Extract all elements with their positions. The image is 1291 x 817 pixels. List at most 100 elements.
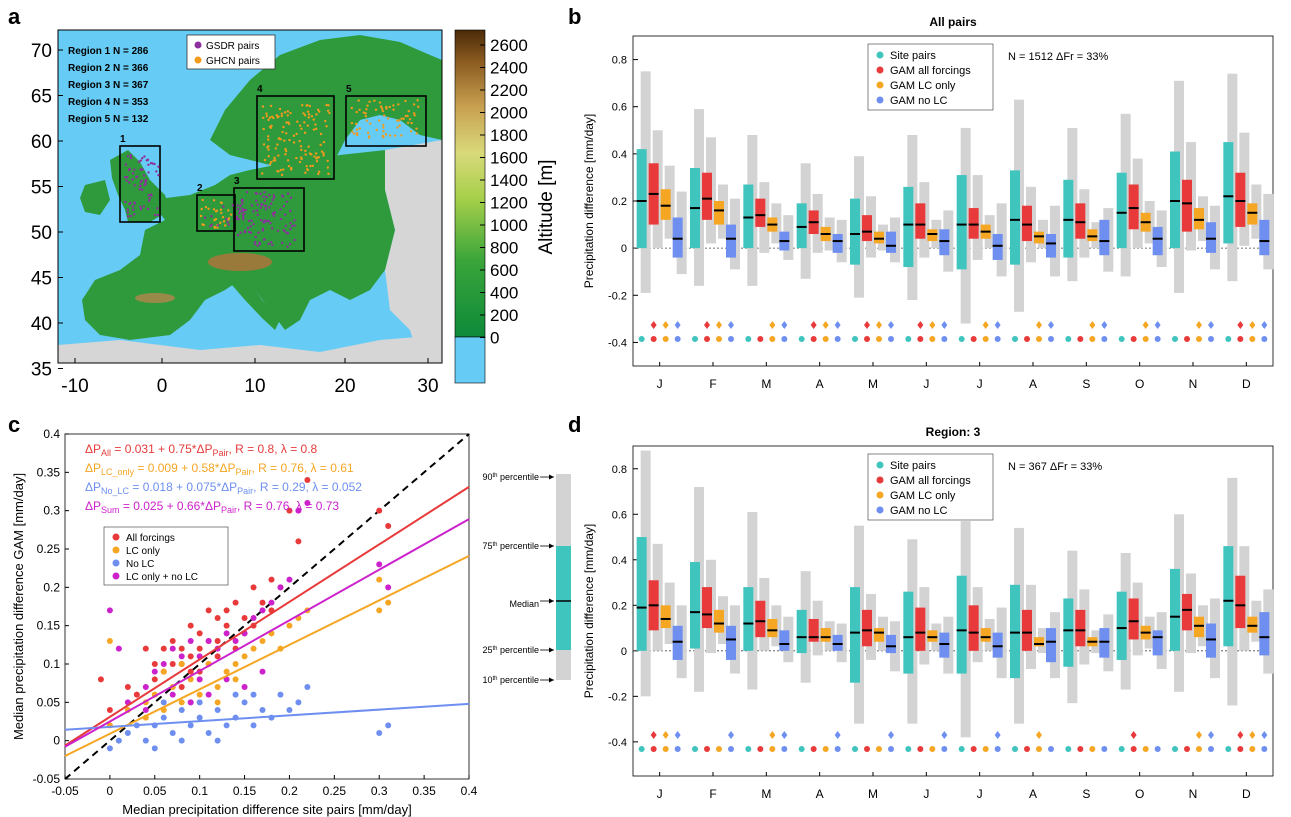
equation-part: ΔP (85, 442, 101, 456)
station-dot (355, 128, 359, 131)
station-dot (402, 117, 405, 120)
marker-dot (1225, 746, 1232, 752)
legend-label: LC only + no LC (126, 572, 198, 583)
map-ytick-label: 60 (31, 132, 52, 153)
marker-dot (1077, 336, 1084, 342)
legend-label: All forcings (126, 533, 175, 544)
annotation: N = 367 ΔFr = 33% (1008, 461, 1102, 473)
pct-label: 10th percentile (482, 675, 539, 685)
station-dot (245, 190, 249, 194)
pct-text: percentile (497, 675, 539, 685)
ytick-label: 0.3 (43, 504, 60, 518)
scatter-point (214, 638, 221, 644)
station-dot (137, 160, 141, 163)
station-dot (350, 121, 354, 125)
station-dot (236, 204, 240, 207)
marker-dot (1261, 746, 1268, 752)
land-scandinavia (210, 35, 442, 180)
legend-marker (112, 546, 120, 554)
iqr-box (743, 184, 754, 249)
station-dot (270, 227, 274, 230)
station-dot (276, 143, 279, 146)
marker-dot (757, 336, 764, 342)
scatter-point (187, 622, 194, 629)
scatter-point (160, 668, 167, 675)
station-dot (322, 154, 325, 157)
annotation: N = 1512 ΔFr = 33% (1008, 51, 1109, 63)
marker-dot (1089, 336, 1096, 342)
month-label: O (1135, 787, 1144, 801)
iqr-box (779, 630, 790, 651)
station-dot (227, 223, 231, 226)
scatter-point (205, 730, 212, 736)
station-dot (379, 105, 383, 108)
xtick-label: -0.05 (51, 784, 79, 798)
region-counts: Region 1 N = 286 Region 2 N = 366 Region 3… (68, 46, 149, 125)
station-dot (262, 195, 265, 198)
pct-label: 75th percentile (482, 541, 539, 551)
station-dot (274, 147, 278, 150)
marker-dot (1065, 336, 1072, 342)
legend-label: GAM all forcings (890, 475, 971, 487)
station-dot (147, 193, 151, 197)
legend-label: LC only (126, 546, 160, 557)
station-dot (132, 208, 135, 212)
land-europe (82, 150, 395, 340)
marker-dot (1048, 746, 1054, 752)
station-dot (293, 238, 296, 242)
station-dot (249, 225, 252, 228)
station-dot (157, 173, 160, 177)
scatter-point (259, 668, 266, 675)
legend-marker (876, 81, 884, 89)
scatter-point (295, 699, 302, 706)
station-dot (293, 224, 296, 227)
station-dot (126, 175, 129, 179)
scatter-point (376, 576, 383, 583)
iqr-box (915, 203, 926, 239)
station-dot (362, 111, 365, 114)
station-dot (289, 196, 293, 199)
pct-suffix: th (492, 646, 497, 652)
iqr-box (660, 189, 671, 220)
marker-dot (745, 746, 752, 752)
marker-dot (876, 746, 882, 752)
iqr-box (1034, 231, 1044, 244)
scatter-point (259, 599, 266, 606)
station-dot (293, 219, 296, 222)
iqr-box (796, 609, 807, 654)
month-label: A (1029, 377, 1037, 391)
scatter-point (376, 730, 383, 736)
colorbar-tick-label: 2200 (490, 81, 528, 100)
station-dot (283, 213, 287, 216)
pct-text: percentile (497, 472, 539, 482)
scatter-point (268, 599, 275, 606)
marker-diamond (650, 321, 657, 329)
legend-box (103, 526, 229, 586)
station-dot (392, 104, 395, 107)
region-box-3 (233, 187, 305, 252)
scatter-point (250, 722, 257, 729)
panel-letter-c: c (8, 412, 20, 437)
station-dot (286, 245, 289, 248)
iqr-box (820, 628, 831, 642)
scatter-point (196, 714, 203, 721)
station-dot (259, 206, 263, 209)
station-dot (326, 166, 330, 169)
equation-part: = 0.031 + 0.75*ΔP (111, 442, 212, 456)
station-dot (242, 208, 245, 212)
scatter-point (385, 599, 392, 606)
station-dot (397, 103, 400, 106)
marker-dot (834, 336, 841, 342)
iqr-box (1116, 172, 1127, 249)
station-dot (236, 207, 240, 211)
scatter-point (277, 691, 284, 698)
colorbar-tick-label: 400 (490, 284, 518, 303)
scatter-point (205, 691, 212, 698)
station-dot (327, 172, 330, 176)
station-dot (350, 106, 354, 110)
marker-dot (1184, 336, 1190, 342)
region-box-label: 1 (120, 134, 126, 145)
station-dot (128, 167, 131, 171)
iqr-box (1182, 179, 1192, 232)
equation-part: LC_only (101, 467, 135, 477)
